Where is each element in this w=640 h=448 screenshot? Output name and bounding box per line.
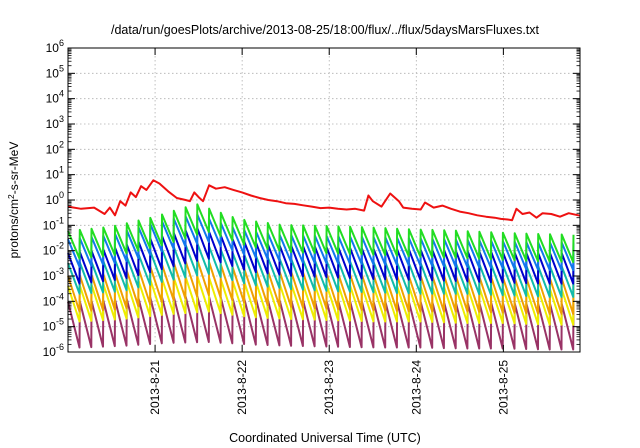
ticks	[68, 47, 580, 353]
series-layer	[67, 179, 581, 351]
y-tick-label: 106	[46, 38, 64, 55]
x-axis-label: Coordinated Universal Time (UTC)	[229, 431, 421, 445]
y-tick-label: 100	[46, 190, 64, 207]
y-tick-label: 10-4	[43, 291, 64, 308]
series-line	[67, 203, 575, 264]
x-tick-label: 2013-8-23	[322, 360, 336, 415]
y-tick-label: 10-3	[43, 266, 64, 283]
x-tick-labels: 2013-8-21 2013-8-22 2013-8-23 2013-8-24 2013…	[148, 360, 510, 415]
x-tick-label: 2013-8-21	[148, 360, 162, 415]
y-axis-label: protons/cm2-s-sr-MeV	[6, 142, 21, 259]
y-tick-label: 10-6	[43, 342, 64, 359]
y-tick-labels: 10-6 10-5 10-4 10-3 10-2 10-1 100 101 102 103 104 1…	[43, 38, 64, 359]
x-tick-label: 2013-8-25	[496, 360, 510, 415]
series-line	[67, 179, 581, 222]
y-tick-label: 104	[46, 89, 64, 106]
y-tick-label: 101	[46, 165, 64, 182]
y-tick-label: 10-2	[43, 241, 64, 258]
x-tick-label: 2013-8-24	[409, 360, 423, 415]
y-tick-label: 10-5	[43, 317, 64, 334]
y-tick-label: 103	[46, 114, 64, 131]
chart-title: /data/run/goesPlots/archive/2013-08-25/1…	[111, 23, 540, 37]
y-tick-label: 10-1	[43, 215, 64, 232]
y-tick-label: 102	[46, 139, 64, 156]
y-tick-label: 105	[46, 63, 64, 80]
x-tick-label: 2013-8-22	[235, 360, 249, 415]
